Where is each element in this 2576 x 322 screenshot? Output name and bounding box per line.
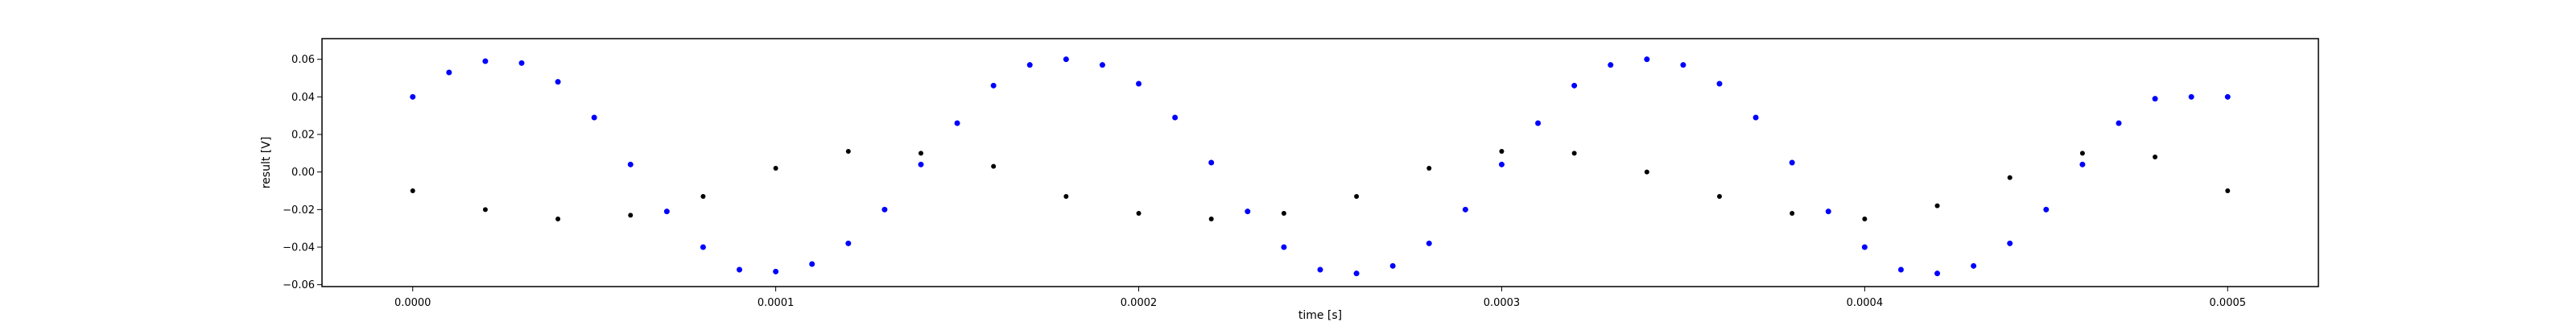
data-point [845, 240, 852, 246]
data-point [2116, 120, 2122, 126]
data-point [1680, 62, 1686, 68]
x-tick-label: 0.0002 [1121, 297, 1158, 309]
data-point [1535, 120, 1542, 126]
data-point [1789, 159, 1795, 166]
data-point [954, 120, 960, 126]
data-point [2153, 155, 2158, 159]
x-axis: 0.0000 0.0001 0.0002 0.0003 0.0004 0.0005 [394, 287, 2246, 309]
data-point [1716, 80, 1723, 87]
data-point [446, 69, 452, 76]
series-1 [410, 56, 2231, 277]
data-point [1426, 240, 1432, 246]
data-point [881, 206, 888, 213]
data-point [2188, 93, 2194, 100]
data-point [2043, 206, 2050, 213]
data-point [1752, 114, 1759, 121]
y-tick-label: 0.00 [291, 167, 315, 179]
data-point [1026, 62, 1033, 68]
y-axis: −0.06 −0.04 −0.02 0.00 0.02 0.04 0.06 [283, 54, 322, 291]
data-point [845, 149, 851, 154]
data-point [591, 114, 597, 121]
x-tick-label: 0.0005 [2210, 297, 2247, 309]
data-point [1172, 114, 1179, 121]
data-point [1208, 159, 1215, 166]
data-point [555, 79, 561, 85]
data-point [1462, 206, 1468, 213]
data-point [1644, 56, 1650, 63]
data-point [773, 166, 778, 171]
data-point [1063, 56, 1069, 63]
data-point [1354, 194, 1360, 199]
data-point [627, 161, 634, 167]
data-point [518, 60, 525, 66]
data-point [1426, 166, 1432, 171]
data-point [1644, 169, 1649, 175]
data-point [628, 213, 634, 218]
y-tick-label: 0.02 [291, 130, 315, 142]
data-point [918, 161, 924, 167]
data-point [1897, 266, 1904, 273]
x-tick-label: 0.0003 [1484, 297, 1521, 309]
data-point [700, 194, 706, 199]
data-point [410, 188, 415, 193]
data-point [482, 58, 489, 64]
data-point [2152, 96, 2158, 102]
data-point [1245, 208, 1251, 215]
data-point [1608, 62, 1614, 68]
x-tick-label: 0.0001 [758, 297, 795, 309]
x-tick-label: 0.0004 [1847, 297, 1884, 309]
data-point [2079, 161, 2086, 167]
data-point [1862, 217, 1868, 221]
data-point [1099, 62, 1105, 68]
data-point [991, 163, 997, 169]
y-tick-label: −0.04 [283, 242, 315, 254]
data-point [1317, 266, 1323, 273]
series-0 [410, 149, 2231, 221]
y-tick-label: −0.02 [283, 204, 315, 217]
plot-area-frame [321, 38, 2319, 287]
x-axis-label: time [s] [1298, 309, 1342, 322]
data-point [1571, 151, 1577, 156]
y-tick-label: 0.06 [291, 54, 315, 66]
data-point [809, 261, 815, 267]
data-point [1971, 262, 1977, 269]
data-point [1498, 161, 1505, 167]
x-tick-label: 0.0000 [394, 297, 431, 309]
y-axis-label: result [V] [260, 137, 273, 189]
data-point [1136, 211, 1141, 216]
data-point [1499, 149, 1505, 154]
data-point [2007, 240, 2013, 246]
data-point [1389, 262, 1396, 269]
data-series [410, 56, 2231, 277]
data-point [1136, 80, 1142, 87]
data-point [1208, 217, 1214, 221]
data-point [737, 266, 743, 273]
data-point [482, 207, 488, 213]
data-point [555, 217, 561, 221]
y-tick-label: −0.06 [283, 279, 315, 291]
data-point [1063, 194, 1069, 199]
data-point [1790, 211, 1795, 216]
data-point [773, 268, 779, 275]
data-point [410, 93, 416, 100]
data-point [1281, 211, 1286, 216]
data-point [919, 151, 923, 156]
data-point [2079, 151, 2085, 156]
y-tick-label: 0.04 [291, 92, 315, 104]
data-point [2225, 188, 2231, 193]
data-point [1353, 270, 1360, 277]
data-point [700, 244, 706, 250]
data-point [1281, 244, 1287, 250]
data-point [1934, 203, 1940, 208]
data-point [1717, 194, 1722, 199]
data-point [2007, 175, 2013, 180]
data-point [1934, 270, 1941, 277]
data-point [1571, 82, 1578, 89]
data-point [1861, 244, 1868, 250]
data-point [663, 208, 670, 215]
data-point [2224, 93, 2231, 100]
data-point [1825, 208, 1831, 215]
data-point [990, 82, 997, 89]
